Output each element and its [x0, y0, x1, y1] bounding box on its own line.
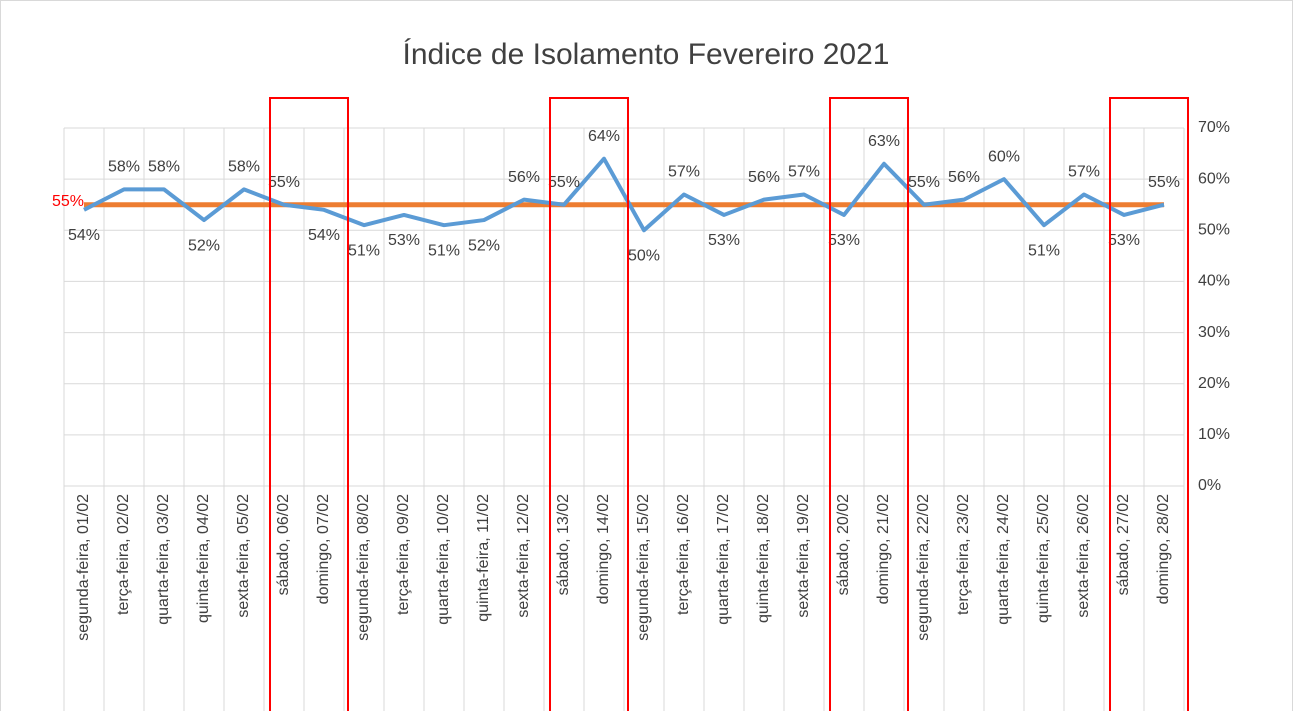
data-label: 55%	[268, 174, 300, 191]
highlight-box	[1109, 97, 1189, 711]
data-label: 58%	[108, 159, 140, 176]
data-label: 64%	[588, 128, 620, 145]
data-label: 55%	[548, 174, 580, 191]
y-tick-label: 0%	[1198, 477, 1221, 494]
x-tick-label: sábado, 13/02	[555, 494, 572, 596]
y-tick-label: 20%	[1198, 375, 1230, 392]
highlight-box	[549, 97, 629, 711]
chart-title: Índice de Isolamento Fevereiro 2021	[403, 38, 890, 71]
x-tick-label: quinta-feira, 18/02	[755, 494, 772, 623]
data-line	[83, 156, 1165, 233]
data-label: 63%	[868, 133, 900, 150]
data-label: 60%	[988, 148, 1020, 165]
y-tick-label: 70%	[1198, 119, 1230, 136]
x-tick-label: sábado, 20/02	[835, 494, 852, 596]
data-label: 52%	[468, 237, 500, 254]
data-label: 54%	[68, 227, 100, 244]
data-label: 51%	[1028, 242, 1060, 259]
data-label: 55%	[908, 174, 940, 191]
x-tick-label: quinta-feira, 25/02	[1035, 494, 1052, 623]
highlight-box	[269, 97, 349, 711]
data-label: 53%	[708, 232, 740, 249]
data-label: 56%	[948, 169, 980, 186]
x-tick-label: segunda-feira, 22/02	[915, 494, 932, 641]
data-label: 58%	[228, 159, 260, 176]
x-tick-label: sábado, 27/02	[1115, 494, 1132, 596]
y-tick-label: 50%	[1198, 222, 1230, 239]
data-label: 53%	[1108, 232, 1140, 249]
x-tick-label: quinta-feira, 04/02	[195, 494, 212, 623]
y-tick-label: 60%	[1198, 170, 1230, 187]
data-label: 57%	[668, 164, 700, 181]
y-tick-label: 40%	[1198, 273, 1230, 290]
data-label: 54%	[308, 227, 340, 244]
x-tick-label: terça-feira, 16/02	[675, 494, 692, 615]
x-tick-label: quarta-feira, 17/02	[715, 494, 732, 625]
data-label: 58%	[148, 159, 180, 176]
x-tick-label: terça-feira, 23/02	[955, 494, 972, 615]
x-tick-label: quarta-feira, 03/02	[155, 494, 172, 625]
data-label: 57%	[1068, 164, 1100, 181]
x-tick-label: domingo, 28/02	[1155, 494, 1172, 604]
x-tick-label: sexta-feira, 12/02	[515, 494, 532, 618]
x-tick-label: terça-feira, 09/02	[395, 494, 412, 615]
data-label: 53%	[828, 232, 860, 249]
data-label: 56%	[748, 169, 780, 186]
data-label: 50%	[628, 248, 660, 265]
x-tick-label: quarta-feira, 24/02	[995, 494, 1012, 625]
data-label: 51%	[348, 242, 380, 259]
x-tick-label: quinta-feira, 11/02	[475, 494, 492, 622]
x-tick-label: sexta-feira, 26/02	[1075, 494, 1092, 618]
data-label: 57%	[788, 164, 820, 181]
x-tick-label: segunda-feira, 01/02	[75, 494, 92, 641]
x-tick-label: sexta-feira, 05/02	[235, 494, 252, 618]
x-tick-label: segunda-feira, 08/02	[355, 494, 372, 641]
x-tick-label: sexta-feira, 19/02	[795, 494, 812, 618]
x-tick-label: terça-feira, 02/02	[115, 494, 132, 615]
reference-label: 55%	[52, 193, 84, 210]
highlight-box	[829, 97, 909, 711]
data-label: 55%	[1148, 174, 1180, 191]
x-tick-label: domingo, 14/02	[595, 494, 612, 604]
y-tick-label: 10%	[1198, 426, 1230, 443]
x-tick-label: sábado, 06/02	[275, 494, 292, 596]
x-tick-label: quarta-feira, 10/02	[435, 494, 452, 625]
data-label: 53%	[388, 232, 420, 249]
data-label: 51%	[428, 242, 460, 259]
data-label: 56%	[508, 169, 540, 186]
data-label: 52%	[188, 237, 220, 254]
x-tick-label: domingo, 07/02	[315, 494, 332, 604]
y-tick-label: 30%	[1198, 324, 1230, 341]
x-tick-label: domingo, 21/02	[875, 494, 892, 604]
x-tick-label: segunda-feira, 15/02	[635, 494, 652, 641]
